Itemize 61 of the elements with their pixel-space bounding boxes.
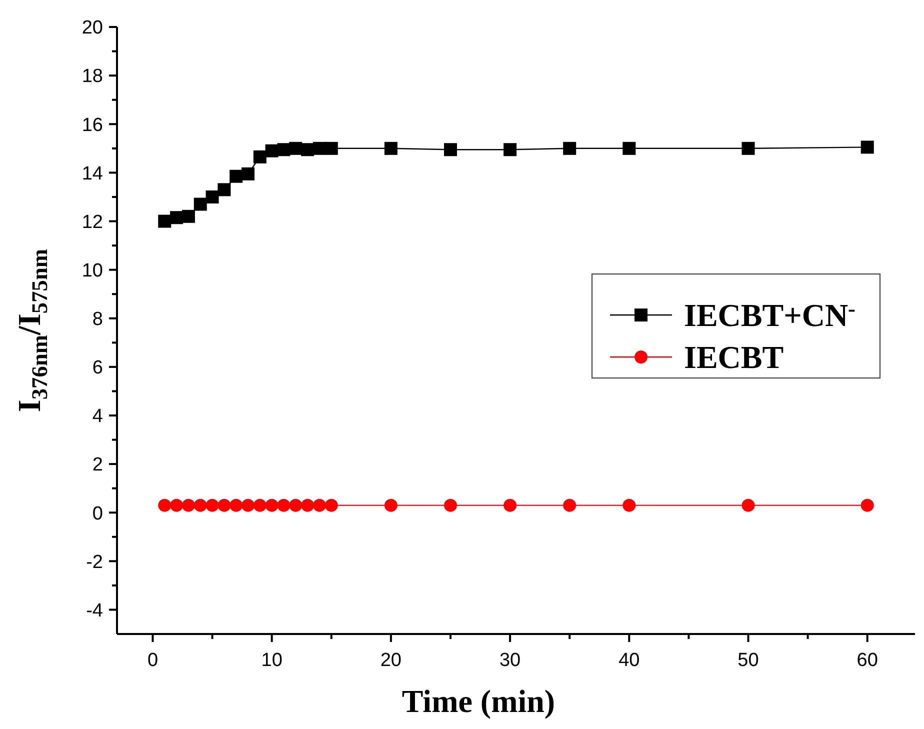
point	[182, 210, 195, 223]
x-axis-title: Time (min)	[402, 683, 556, 719]
y-tick-label: 16	[82, 114, 103, 136]
legend-label: IECBT+CN$^{-}$	[684, 296, 856, 334]
point	[324, 498, 338, 512]
point	[265, 498, 278, 512]
x-tick-label: 40	[618, 650, 640, 671]
point	[301, 498, 314, 512]
point	[289, 498, 302, 512]
point	[312, 498, 326, 512]
point	[742, 142, 755, 155]
y-tick-label: 6	[92, 358, 103, 379]
point	[860, 140, 874, 154]
point	[622, 142, 636, 155]
point	[563, 142, 576, 155]
point	[444, 498, 457, 512]
point	[444, 143, 457, 156]
point	[277, 498, 290, 512]
point	[253, 498, 266, 512]
point	[504, 498, 517, 512]
point	[622, 498, 636, 512]
point	[158, 214, 172, 228]
point	[253, 150, 266, 164]
y-tick-label: 10	[82, 260, 103, 282]
y-tick-label: 14	[82, 163, 104, 184]
y-tick-label: 0	[92, 503, 103, 524]
point	[218, 498, 231, 512]
point	[218, 183, 231, 196]
legend-label: IECBT	[684, 339, 784, 376]
point	[860, 498, 874, 512]
point	[384, 498, 398, 512]
y-tick-label: 2	[92, 454, 103, 476]
point	[194, 198, 207, 211]
point	[206, 498, 219, 512]
point	[170, 498, 184, 512]
point	[563, 498, 576, 512]
x-tick-label: 10	[261, 650, 282, 671]
point	[158, 498, 172, 512]
point	[230, 498, 243, 512]
y-tick-label: -4	[86, 600, 104, 622]
y-tick-label: 20	[82, 18, 103, 39]
x-tick-label: 30	[499, 650, 521, 671]
point	[324, 142, 338, 155]
y-tick-label: 4	[92, 406, 104, 428]
x-tick-label: 50	[738, 650, 759, 671]
y-tick-label: 8	[92, 309, 103, 330]
point	[206, 190, 219, 204]
y-tick-label: -2	[86, 552, 103, 573]
point	[182, 498, 195, 512]
x-tick-label: 0	[147, 650, 158, 671]
point	[742, 498, 755, 512]
x-tick-label: 60	[856, 650, 878, 671]
y-tick-label: 18	[82, 66, 103, 88]
point	[242, 167, 255, 180]
y-tick-label: 12	[82, 212, 103, 233]
point	[194, 498, 207, 512]
x-tick-label: 20	[380, 650, 402, 671]
point	[242, 498, 255, 512]
point	[230, 170, 243, 183]
point	[504, 143, 517, 156]
point	[384, 142, 398, 155]
